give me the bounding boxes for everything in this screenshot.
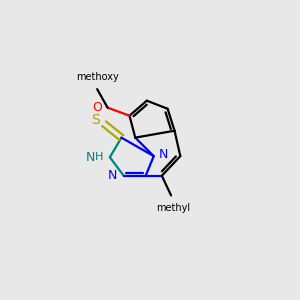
Text: methyl: methyl [156,203,190,213]
Text: N: N [159,148,168,161]
Text: methoxy: methoxy [76,72,118,82]
Text: S: S [91,113,100,127]
Text: H: H [95,152,104,162]
Text: O: O [93,100,103,114]
Text: N: N [108,169,117,182]
Text: N: N [86,151,95,164]
